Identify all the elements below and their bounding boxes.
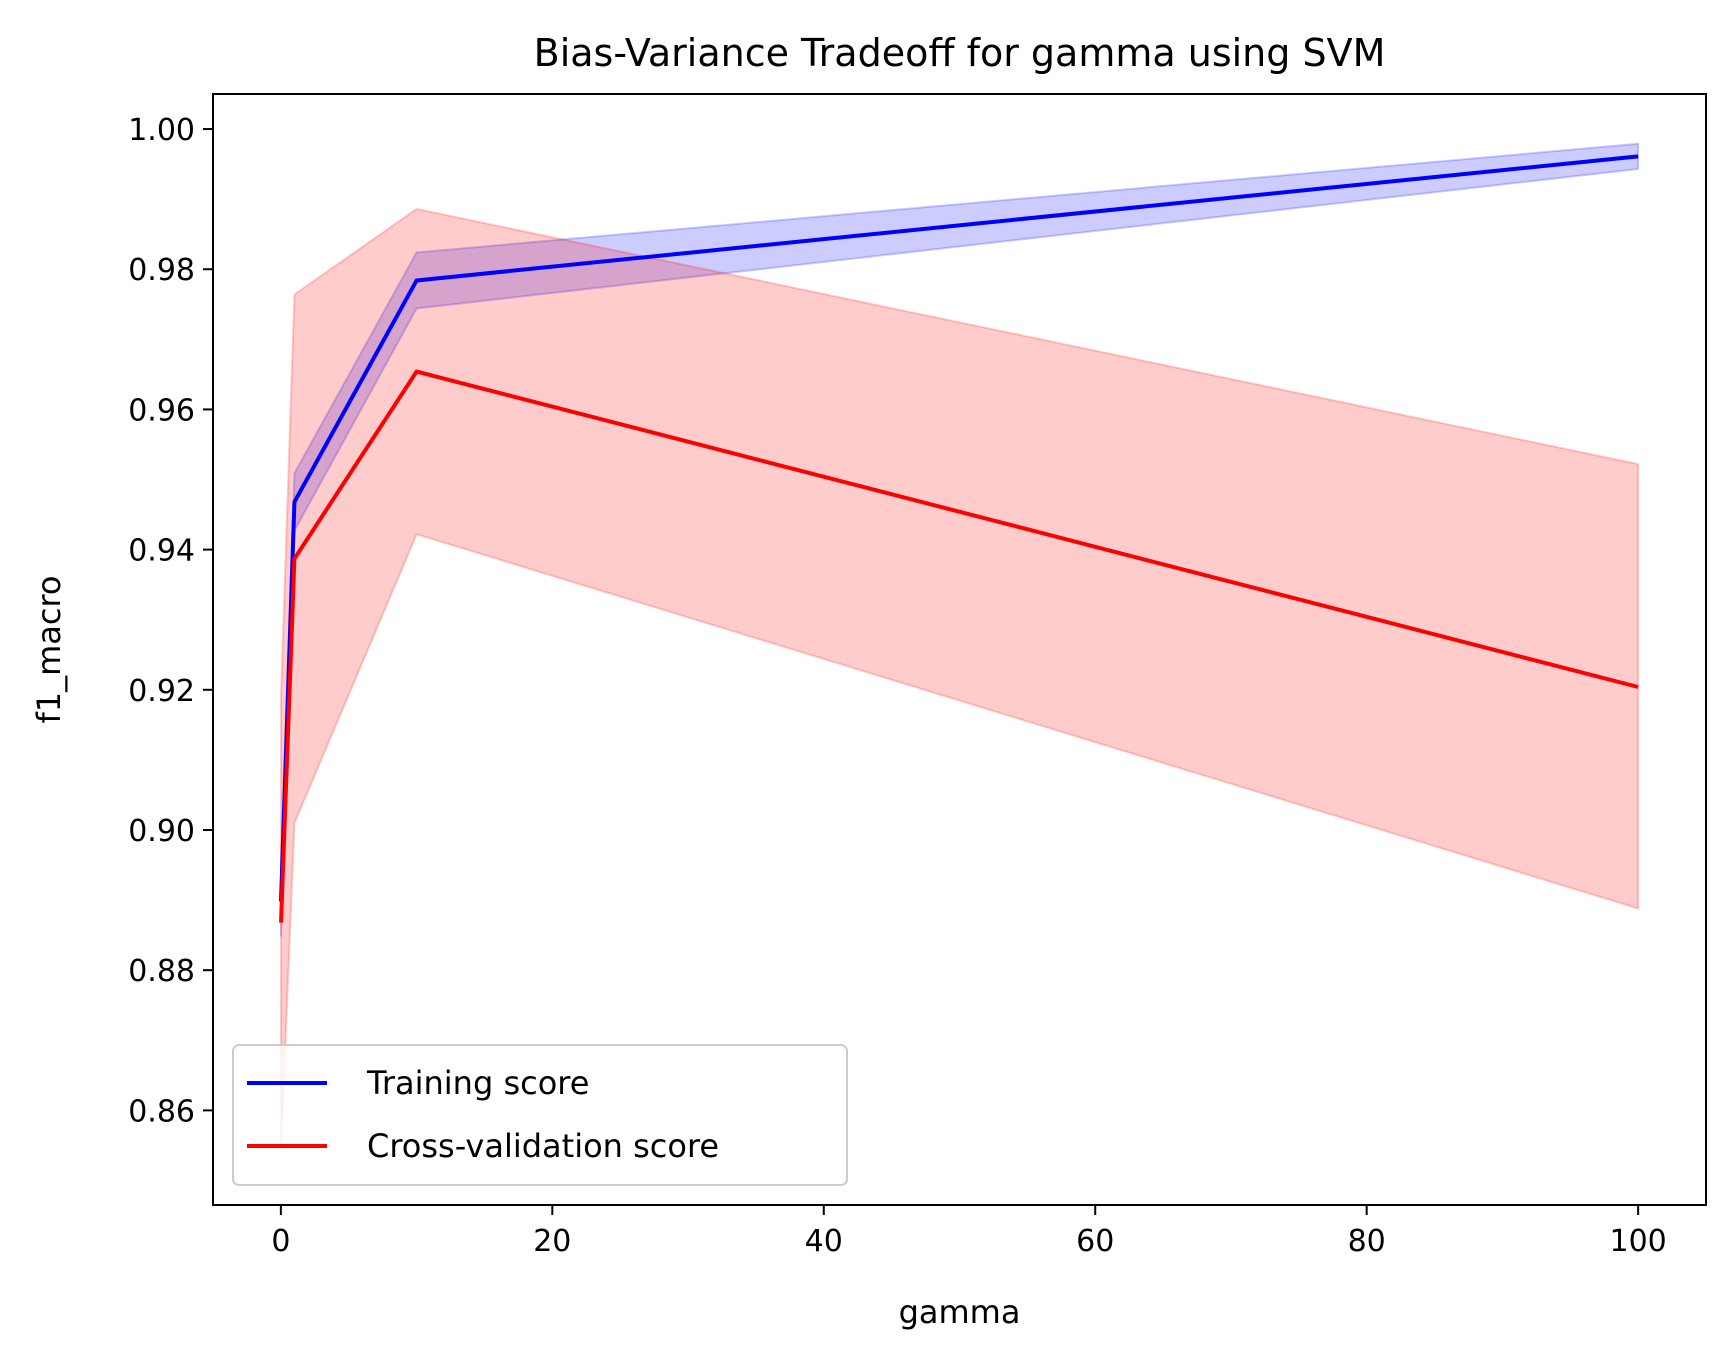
line-series-1	[279, 369, 1639, 923]
y-tick-label: 1.00	[128, 113, 195, 148]
x-tick-label: 40	[805, 1224, 843, 1259]
y-tick-label: 0.92	[128, 674, 195, 709]
y-tick-label: 0.86	[128, 1094, 195, 1129]
chart-title: Bias-Variance Tradeoff for gamma using S…	[534, 31, 1386, 75]
x-tick-label: 100	[1610, 1224, 1667, 1259]
y-tick-label: 0.94	[128, 534, 195, 569]
x-tick-label: 0	[271, 1224, 290, 1259]
legend-box	[232, 1044, 848, 1186]
x-axis-label: gamma	[899, 1293, 1021, 1331]
legend-label-1: Cross-validation score	[367, 1127, 719, 1165]
y-axis-ticks: 0.86 0.88 0.90 0.92 0.94 0.96 0.98 1.00	[128, 113, 213, 1129]
x-tick-label: 80	[1348, 1224, 1386, 1259]
series-lines	[279, 154, 1639, 923]
y-tick-label: 0.88	[128, 954, 195, 989]
legend-label-0: Training score	[366, 1064, 589, 1102]
x-tick-label: 20	[533, 1224, 571, 1259]
band-series-1	[279, 207, 1640, 1150]
x-tick-label: 60	[1076, 1224, 1114, 1259]
y-tick-label: 0.98	[128, 253, 195, 288]
y-tick-label: 0.96	[128, 393, 195, 428]
x-axis-ticks: 0 20 40 60 80 100	[271, 1205, 1667, 1259]
plot-frame	[212, 93, 1707, 1206]
y-axis-label: f1_macro	[30, 575, 68, 723]
y-tick-label: 0.90	[128, 814, 195, 849]
legend: Training score Cross-validation score	[232, 1044, 848, 1186]
